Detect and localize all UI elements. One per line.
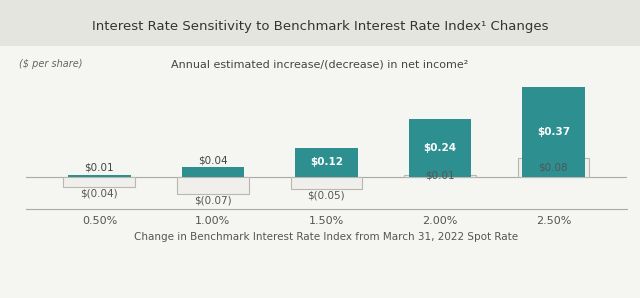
Bar [522, 87, 584, 177]
Text: Annual estimated increase/(decrease) in net income²: Annual estimated increase/(decrease) in … [172, 59, 468, 69]
Bar [518, 158, 589, 177]
X-axis label: Change in Benchmark Interest Rate Index from March 31, 2022 Spot Rate: Change in Benchmark Interest Rate Index … [134, 232, 518, 243]
Bar [177, 177, 249, 194]
Text: ($ per share): ($ per share) [19, 59, 83, 69]
Text: $(0.05): $(0.05) [308, 191, 345, 201]
Text: $0.04: $0.04 [198, 156, 228, 166]
Text: $0.24: $0.24 [423, 143, 456, 153]
Bar [68, 175, 131, 177]
Text: $(0.04): $(0.04) [81, 188, 118, 198]
Bar [295, 148, 358, 177]
Bar [63, 177, 135, 187]
Bar [404, 175, 476, 177]
Bar [409, 119, 471, 177]
Bar [182, 167, 244, 177]
Text: $0.12: $0.12 [310, 157, 343, 167]
Text: Interest Rate Sensitivity to Benchmark Interest Rate Index¹ Changes: Interest Rate Sensitivity to Benchmark I… [92, 20, 548, 33]
Text: $0.01: $0.01 [425, 171, 455, 181]
Bar [291, 177, 362, 189]
Text: $0.37: $0.37 [537, 127, 570, 137]
Text: $(0.07): $(0.07) [194, 196, 232, 206]
Text: $0.08: $0.08 [539, 162, 568, 172]
Text: $0.01: $0.01 [84, 163, 114, 173]
